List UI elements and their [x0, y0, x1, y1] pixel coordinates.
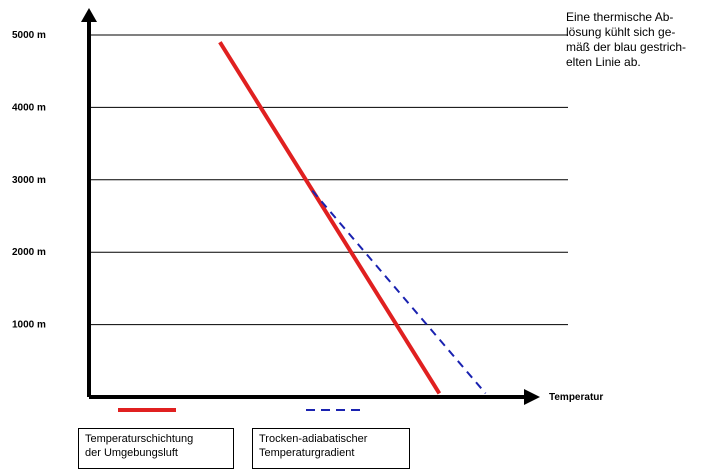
series-lines [218, 41, 487, 395]
annotation-line: Eine thermische Ab- [566, 10, 674, 24]
legend-label-line: Temperaturschichtung [85, 433, 194, 445]
annotation-line: elten Linie ab. [566, 55, 641, 69]
axes [81, 8, 540, 405]
legend-label-line: der Umgebungsluft [85, 447, 178, 459]
legend-box-trocken-adiabatisch: Trocken-adiabatischer Temperaturgradient [252, 428, 410, 469]
grid-lines [89, 34, 568, 326]
annotation-line: mäß der blau gestrich- [566, 40, 687, 54]
y-tick-labels: 5000 m 4000 m 3000 m 2000 m 1000 m [12, 30, 46, 331]
y-tick-label: 4000 m [12, 102, 46, 113]
legend-label-line: Trocken-adiabatischer [259, 433, 368, 445]
y-tick-label: 3000 m [12, 175, 46, 186]
y-tick-label: 2000 m [12, 247, 46, 258]
legend-box-temperaturschichtung: Temperaturschichtung der Umgebungsluft [78, 428, 234, 469]
annotation-text: Eine thermische Ab- lösung kühlt sich ge… [566, 10, 716, 70]
annotation-line: lösung kühlt sich ge- [566, 25, 676, 39]
legend-label-line: Temperaturgradient [259, 447, 355, 459]
y-axis-arrow [81, 8, 97, 22]
x-axis-label: Temperatur [549, 392, 603, 403]
x-axis-arrow [524, 389, 540, 405]
series-line-1 [218, 41, 442, 395]
y-tick-label: 1000 m [12, 320, 46, 331]
y-tick-label: 5000 m [12, 30, 46, 41]
series-line-2 [311, 190, 487, 395]
